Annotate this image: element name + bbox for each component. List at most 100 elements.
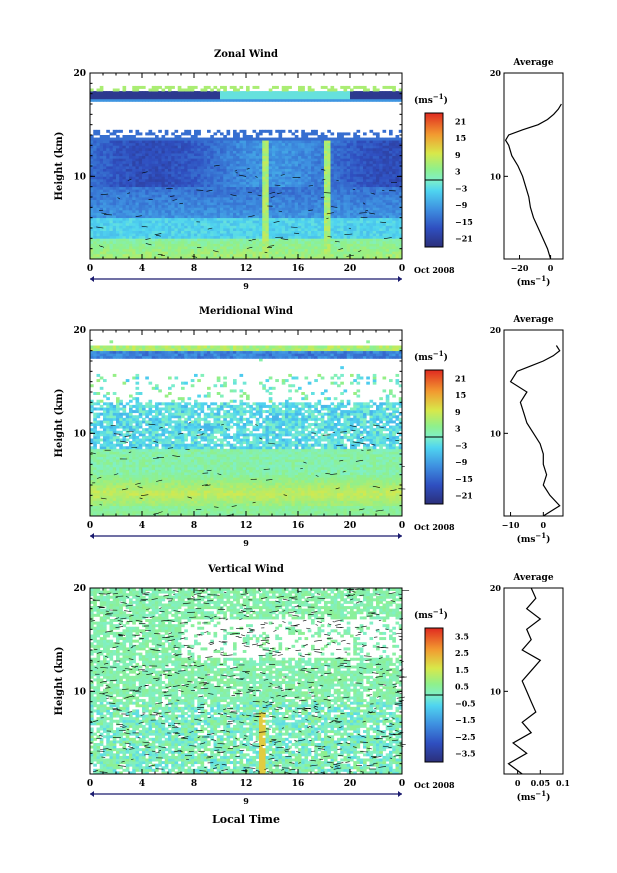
heatmap-cell <box>90 140 94 144</box>
heatmap-cell <box>155 222 159 226</box>
heatmap-cell <box>129 147 133 151</box>
heatmap-cell <box>103 137 107 141</box>
heatmap-cell <box>106 166 110 169</box>
heatmap-cell <box>314 238 318 242</box>
heatmap-cell <box>151 140 156 144</box>
heatmap-cell <box>226 217 231 221</box>
heatmap-cell <box>122 220 127 224</box>
heatmap-cell <box>129 189 133 193</box>
heatmap-cell <box>135 186 140 190</box>
heatmap-cell <box>311 178 315 182</box>
heatmap-cell <box>132 207 136 211</box>
heatmap-cell <box>259 256 263 260</box>
heatmap-cell <box>356 85 361 89</box>
heatmap-cell <box>181 256 185 260</box>
heatmap-cell <box>255 225 260 229</box>
heatmap-cell <box>291 230 296 234</box>
heatmap-cell <box>145 240 149 244</box>
heatmap-cell <box>109 163 114 167</box>
heatmap-cell <box>148 204 153 208</box>
heatmap-cell <box>327 137 331 141</box>
heatmap-cell <box>96 238 101 242</box>
heatmap-cell <box>356 202 361 206</box>
heatmap-cell <box>363 209 367 213</box>
heatmap-cell <box>314 191 318 195</box>
heatmap-cell <box>164 202 169 206</box>
heatmap-cell <box>337 191 341 195</box>
heatmap-cell <box>184 215 188 219</box>
heatmap-cell <box>252 222 257 226</box>
heatmap-cell <box>268 160 273 164</box>
heatmap-cell <box>168 220 172 224</box>
heatmap-cell <box>112 248 117 252</box>
heatmap-cell <box>207 129 211 133</box>
heatmap-cell <box>200 145 205 149</box>
heatmap-cell <box>216 202 221 206</box>
heatmap-cell <box>363 96 367 100</box>
heatmap-cell <box>119 184 123 188</box>
heatmap-cell <box>301 91 305 95</box>
heatmap-cell <box>324 163 328 167</box>
heatmap-cell <box>103 246 107 250</box>
heatmap-cell <box>333 184 338 188</box>
heatmap-cell <box>255 251 260 255</box>
heatmap-cell <box>93 168 97 172</box>
heatmap-cell <box>220 158 224 162</box>
heatmap-cell <box>333 155 338 159</box>
heatmap-cell <box>376 207 380 211</box>
heatmap-cell <box>177 243 182 247</box>
heatmap-cell <box>259 147 263 151</box>
heatmap-cell <box>181 240 185 244</box>
heatmap-cell <box>275 158 279 162</box>
heatmap-cell <box>320 178 325 182</box>
heatmap-cell <box>301 98 305 102</box>
heatmap-cell <box>320 215 325 219</box>
heatmap-cell <box>272 243 276 247</box>
heatmap-cell <box>298 142 302 146</box>
heatmap-cell <box>119 160 123 164</box>
heatmap-cell <box>203 240 208 244</box>
heatmap-cell <box>252 155 257 159</box>
heatmap-cell <box>220 248 224 252</box>
heatmap-cell <box>158 168 162 172</box>
heatmap-cell <box>317 176 322 180</box>
heatmap-cell <box>190 88 195 92</box>
heatmap-cell <box>314 176 318 180</box>
heatmap-cell <box>145 248 149 252</box>
heatmap-cell <box>249 233 253 237</box>
heatmap-cell <box>239 199 244 203</box>
heatmap-cell <box>317 204 322 208</box>
heatmap-cell <box>346 215 351 219</box>
heatmap-cell <box>190 251 195 255</box>
heatmap-cell <box>275 222 279 226</box>
heatmap-cell <box>168 225 172 229</box>
heatmap-cell <box>129 184 133 188</box>
heatmap-cell <box>353 233 357 237</box>
heatmap-cell <box>382 93 387 97</box>
heatmap-cell <box>216 235 221 239</box>
heatmap-cell <box>171 251 175 255</box>
heatmap-cell <box>158 181 162 185</box>
heatmap-cell <box>155 91 159 95</box>
heatmap-cell <box>103 142 107 146</box>
heatmap-cell <box>301 238 305 242</box>
heatmap-cell <box>389 197 393 200</box>
heatmap-cell <box>252 140 257 144</box>
heatmap-cell <box>268 176 273 180</box>
heatmap-cell <box>278 215 283 219</box>
heatmap-cell <box>369 178 374 182</box>
heatmap-cell <box>359 85 364 89</box>
heatmap-cell <box>233 248 237 252</box>
heatmap-cell <box>343 246 348 250</box>
heatmap-cell <box>190 171 195 175</box>
heatmap-cell <box>96 155 101 159</box>
heatmap-cell <box>382 145 387 149</box>
heatmap-cell <box>187 142 192 146</box>
heatmap-cell <box>125 186 130 190</box>
heatmap-cell <box>363 233 367 237</box>
heatmap-cell <box>109 202 114 206</box>
heatmap-cell <box>229 246 234 250</box>
heatmap-cell <box>288 140 292 144</box>
heatmap-cell <box>304 246 309 250</box>
heatmap-cell <box>132 220 136 224</box>
